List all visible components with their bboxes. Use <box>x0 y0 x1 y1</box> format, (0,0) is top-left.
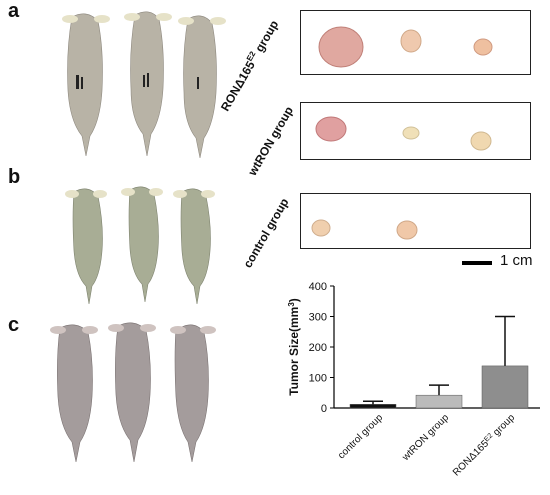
chart-bar <box>481 365 529 409</box>
rona-tumor-box <box>300 10 531 75</box>
chart-x-tick-label: RONΔ165E2 group <box>451 412 518 479</box>
chart-x-tick-label: control group <box>336 412 385 461</box>
mice-photo-b <box>65 186 215 305</box>
chart-y-tick-label: 200 <box>309 342 327 354</box>
panel-label-c: c <box>8 314 20 336</box>
mice-photo-a <box>62 11 226 159</box>
chart-y-tick-label: 400 <box>309 281 327 293</box>
control-tumor-photo <box>311 219 418 240</box>
wtron-tumor-photo <box>315 116 492 151</box>
chart-y-tick-label: 0 <box>321 403 327 415</box>
scale-label: 1 cm <box>500 252 533 269</box>
chart-bar <box>415 394 463 409</box>
panel-label-a: a <box>8 0 20 22</box>
panel-label-b: b <box>8 166 21 188</box>
mice-photo-c <box>50 322 216 463</box>
scale-bar <box>462 261 492 265</box>
svg-text:Tumor Size(mm3): Tumor Size(mm3) <box>287 298 302 396</box>
chart-y-tick-label: 100 <box>309 373 327 385</box>
control-tumor-box <box>300 193 531 249</box>
chart-y-tick-label: 300 <box>309 312 327 324</box>
chart-y-axis-label: Tumor Size(mm3) <box>287 298 302 396</box>
rona-tumor-photo <box>318 26 493 68</box>
chart-bar <box>349 404 397 409</box>
chart-x-tick-label: wtRON group <box>400 412 452 464</box>
wtron-tumor-box <box>300 102 531 160</box>
